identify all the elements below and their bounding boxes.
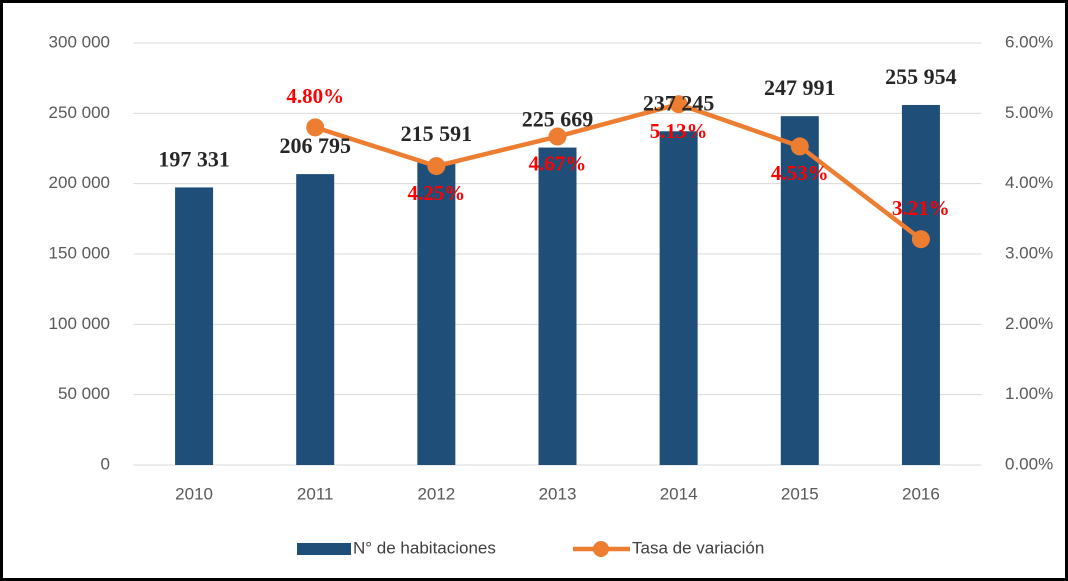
bar-label: 206 795 <box>279 133 351 158</box>
line <box>314 101 923 242</box>
y2-tick-label: 2.00% <box>1005 314 1053 333</box>
x-tick-label: 2015 <box>781 484 819 503</box>
y2-tick-label: 1.00% <box>1005 384 1053 403</box>
bar <box>901 104 940 465</box>
line-label: 4.67% <box>529 151 587 175</box>
x-tick-label: 2012 <box>417 484 455 503</box>
line-marker <box>548 127 567 146</box>
line-label: 4.25% <box>407 181 465 205</box>
legend-swatch <box>297 543 351 555</box>
bar-label: 225 669 <box>522 107 594 132</box>
line-label: 3.21% <box>892 196 950 220</box>
y-tick-label: 100 000 <box>49 314 110 333</box>
bar <box>296 174 335 465</box>
bar-label: 247 991 <box>764 75 836 100</box>
y2-tick-label: 0.00% <box>1005 454 1053 473</box>
bar <box>780 116 819 465</box>
x-tick-label: 2013 <box>539 484 577 503</box>
x-tick-label: 2014 <box>660 484 698 503</box>
line-label: 4.53% <box>771 161 829 185</box>
y2-tick-label: 3.00% <box>1005 243 1053 262</box>
bar <box>659 131 698 465</box>
y-tick-label: 0 <box>101 454 110 473</box>
x-tick-label: 2010 <box>175 484 213 503</box>
y-tick-label: 50 000 <box>58 384 110 403</box>
legend-swatch <box>593 541 609 557</box>
bar-label: 197 331 <box>158 146 230 171</box>
line-marker <box>306 118 325 137</box>
line-marker <box>790 137 809 156</box>
bar-label: 215 591 <box>401 121 473 146</box>
bar-label: 255 954 <box>885 64 957 89</box>
bar <box>417 161 456 465</box>
bar <box>175 187 214 465</box>
y-tick-label: 150 000 <box>49 243 110 262</box>
y2-tick-label: 6.00% <box>1005 32 1053 51</box>
y-tick-label: 250 000 <box>49 103 110 122</box>
line-label: 4.80% <box>286 84 344 108</box>
y-tick-label: 300 000 <box>49 32 110 51</box>
y-tick-label: 200 000 <box>49 173 110 192</box>
x-tick-label: 2011 <box>297 484 334 503</box>
line-label: 5.13% <box>650 119 708 143</box>
legend-label: N° de habitaciones <box>353 538 496 557</box>
line-marker <box>669 95 688 114</box>
bar <box>538 147 577 465</box>
line-marker <box>427 157 446 176</box>
legend-label: Tasa de variación <box>632 538 764 557</box>
y2-tick-label: 5.00% <box>1005 103 1053 122</box>
x-tick-label: 2016 <box>902 484 940 503</box>
y2-tick-label: 4.00% <box>1005 173 1053 192</box>
line-marker <box>911 230 930 249</box>
bar-label: 237 245 <box>643 90 715 115</box>
